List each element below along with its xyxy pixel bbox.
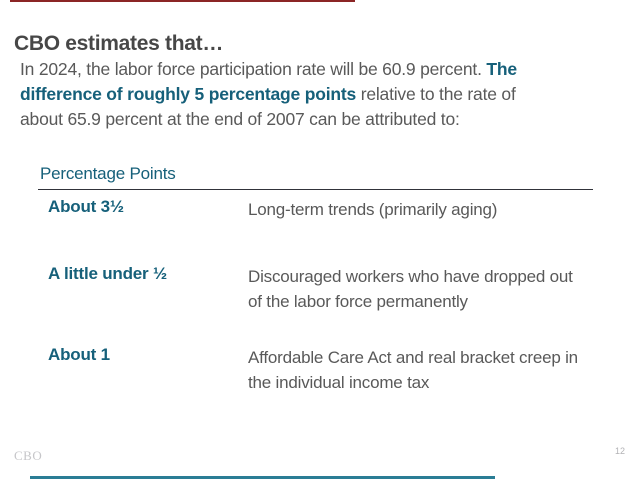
intro-line: about 65.9 percent at the end of 2007 ca… <box>20 107 517 132</box>
table-header-percentage-points: Percentage Points <box>40 164 176 183</box>
bottom-accent-line <box>30 476 495 479</box>
row-description: Long-term trends (primarily aging) <box>248 200 498 219</box>
intro-paragraph: In 2024, the labor force participation r… <box>20 57 517 132</box>
row-amount: About 1 <box>48 345 110 364</box>
page-number: 12 <box>614 446 625 456</box>
intro-text: In 2024, the labor force participation r… <box>20 59 487 79</box>
intro-emphasis-text: The <box>486 59 517 79</box>
row-amount: A little under ½ <box>48 264 167 283</box>
intro-text: relative to the rate of <box>356 84 516 104</box>
row-description: Affordable Care Act and real bracket cre… <box>248 348 578 392</box>
row-description: Discouraged workers who have dropped out… <box>248 267 573 311</box>
cbo-watermark-logo: CBO <box>14 448 43 463</box>
top-accent-line <box>10 0 355 2</box>
intro-line: difference of roughly 5 percentage point… <box>20 82 517 107</box>
table-header-rule <box>38 189 593 190</box>
slide-title: CBO estimates that… <box>14 32 224 56</box>
intro-line: In 2024, the labor force participation r… <box>20 57 517 82</box>
intro-text: about 65.9 percent at the end of 2007 ca… <box>20 109 460 129</box>
row-amount: About 3½ <box>48 197 124 216</box>
intro-emphasis-text: difference of roughly 5 percentage point… <box>20 84 357 104</box>
